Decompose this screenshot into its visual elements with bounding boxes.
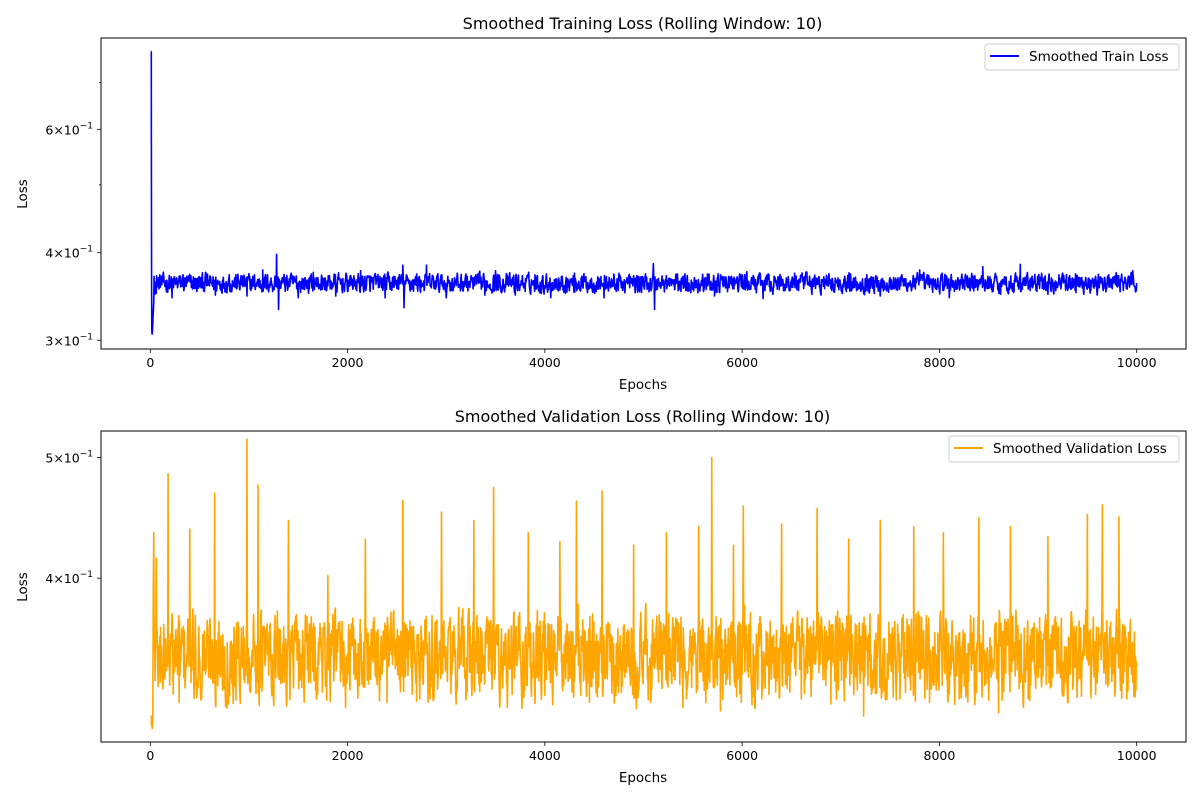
train-plot-frame — [100, 37, 1187, 350]
train-loss-panel: Smoothed Training Loss (Rolling Window: … — [15, 14, 1187, 393]
train-x-tick-label: 8000 — [924, 355, 956, 370]
train-series-group — [150, 50, 1138, 336]
train-legend-box — [984, 43, 1180, 71]
validation-series-line — [150, 438, 1138, 730]
validation-y-tick-label: 5×10−1 — [45, 449, 93, 465]
train-x-tick-label: 6000 — [726, 355, 758, 370]
train-y-axis-label: Loss — [15, 179, 31, 209]
train-x-tick-label: 2000 — [332, 355, 364, 370]
validation-x-tick-label: 10000 — [1117, 748, 1157, 763]
validation-plot-frame — [100, 430, 1187, 743]
train-x-tick-label: 4000 — [529, 355, 561, 370]
train-x-axis-label: Epochs — [619, 377, 667, 393]
validation-x-tick-label: 8000 — [924, 748, 956, 763]
validation-series-group — [150, 438, 1138, 730]
validation-legend-label: Smoothed Validation Loss — [993, 441, 1167, 457]
train-chart-title: Smoothed Training Loss (Rolling Window: … — [463, 14, 823, 33]
train-y-tick-label: 3×10−1 — [45, 332, 93, 348]
train-y-axis-ticks: 3×10−1 4×10−1 6×10−1 — [45, 82, 101, 348]
train-x-axis-ticks: 0 2000 4000 6000 8000 10000 — [146, 349, 1157, 370]
validation-chart-title: Smoothed Validation Loss (Rolling Window… — [455, 407, 831, 426]
validation-y-axis-ticks: 4×10−1 5×10−1 — [45, 449, 101, 586]
validation-legend: Smoothed Validation Loss — [948, 435, 1180, 463]
train-y-tick-label: 4×10−1 — [45, 245, 93, 261]
train-series-line — [150, 50, 1138, 336]
train-y-tick-label: 6×10−1 — [45, 121, 93, 137]
validation-y-axis-label: Loss — [15, 572, 31, 602]
validation-y-tick-label: 4×10−1 — [45, 570, 93, 586]
validation-x-tick-label: 4000 — [529, 748, 561, 763]
validation-x-axis-ticks: 0 2000 4000 6000 8000 10000 — [146, 742, 1157, 763]
validation-x-tick-label: 0 — [146, 748, 154, 763]
train-legend-label: Smoothed Train Loss — [1029, 49, 1169, 65]
validation-x-tick-label: 2000 — [332, 748, 364, 763]
validation-x-tick-label: 6000 — [726, 748, 758, 763]
validation-legend-box — [948, 435, 1180, 463]
train-x-tick-label: 10000 — [1117, 355, 1157, 370]
train-legend: Smoothed Train Loss — [984, 43, 1180, 71]
validation-x-axis-label: Epochs — [619, 770, 667, 786]
train-x-tick-label: 0 — [146, 355, 154, 370]
validation-loss-panel: Smoothed Validation Loss (Rolling Window… — [15, 407, 1187, 786]
